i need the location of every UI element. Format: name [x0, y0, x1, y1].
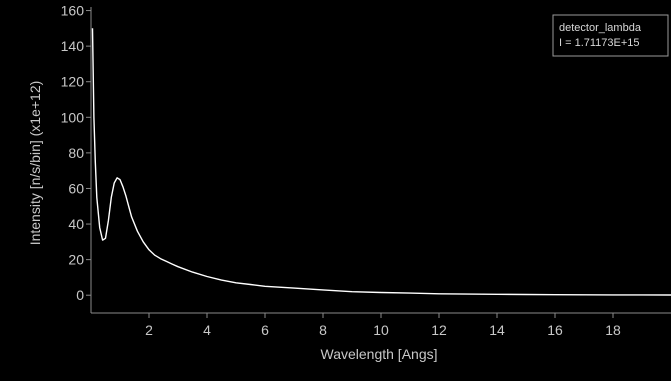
x-tick-label: 2 [145, 322, 153, 338]
x-tick-label: 4 [203, 322, 211, 338]
y-axis-ticks: 0 20 40 60 80 100 120 140 160 [61, 3, 91, 303]
x-tick-label: 10 [373, 322, 389, 338]
series-line [91, 28, 671, 296]
legend-series-name: detector_lambda [559, 22, 642, 34]
x-tick-label: 6 [261, 322, 269, 338]
y-tick-label: 100 [61, 109, 85, 125]
legend-box [552, 14, 669, 57]
x-tick-label: 14 [489, 322, 505, 338]
x-tick-label: 8 [319, 322, 327, 338]
x-axis-ticks: 2 4 6 8 10 12 14 16 18 [145, 313, 621, 338]
x-tick-label: 16 [547, 322, 563, 338]
y-tick-label: 60 [68, 180, 84, 196]
y-tick-label: 80 [68, 145, 84, 161]
y-tick-label: 0 [76, 287, 84, 303]
y-tick-label: 40 [68, 216, 84, 232]
y-tick-label: 160 [61, 3, 85, 19]
legend-info: I = 1.71173E+15 [559, 37, 640, 49]
y-axis-label: Intensity [n/s/bin] (x1e+12) [27, 81, 43, 246]
y-tick-label: 20 [68, 252, 84, 268]
y-tick-label: 120 [61, 74, 85, 90]
legend: detector_lambda I = 1.71173E+15 [552, 14, 669, 57]
x-tick-label: 12 [431, 322, 447, 338]
y-tick-label: 140 [61, 38, 85, 54]
x-tick-label: 18 [605, 322, 621, 338]
x-axis-label: Wavelength [Angs] [321, 346, 438, 362]
